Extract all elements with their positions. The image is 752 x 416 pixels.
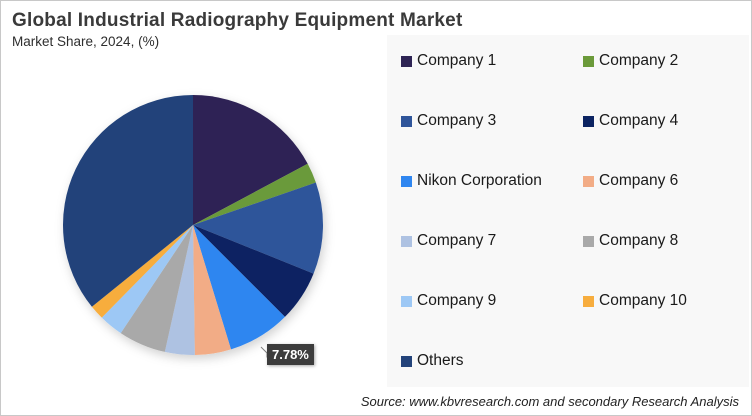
legend-label: Company 7	[417, 232, 497, 249]
legend-swatch	[401, 355, 412, 367]
legend-item-company-10: Company 10	[583, 292, 687, 310]
legend-label: Company 8	[599, 232, 679, 249]
pie-slice-company-1	[193, 95, 308, 225]
legend-label: Company 10	[599, 292, 687, 309]
legend-swatch	[401, 235, 412, 247]
legend-swatch	[401, 175, 412, 187]
chart-title: Global Industrial Radiography Equipment …	[12, 10, 463, 31]
nikon-data-label: 7.78%	[267, 344, 314, 365]
legend-label: Nikon Corporation	[417, 172, 542, 189]
pie-slice-company-3	[193, 182, 324, 274]
legend-label: Others	[417, 352, 464, 369]
pie-slice-company-2	[193, 163, 316, 225]
legend-label: Company 6	[599, 172, 679, 189]
legend-swatch	[583, 175, 594, 187]
pie-slice-company-8	[120, 225, 193, 352]
legend-item-company-3: Company 3	[401, 112, 496, 130]
legend-item-others: Others	[401, 352, 464, 370]
legend-swatch	[583, 295, 594, 307]
pie-slice-company-10	[91, 225, 193, 318]
legend: Company 1 Company 2 Company 3 Company 4 …	[387, 35, 749, 387]
legend-item-nikon: Nikon Corporation	[401, 172, 542, 190]
source-note: Source: www.kbvresearch.com and secondar…	[360, 394, 739, 409]
pie-chart	[57, 91, 332, 366]
pie-slice-others	[62, 95, 193, 307]
pie-slice-company-7	[164, 225, 195, 356]
legend-label: Company 9	[417, 292, 497, 309]
legend-item-company-4: Company 4	[583, 112, 678, 130]
pie-slice-company-9	[101, 225, 193, 334]
legend-item-company-7: Company 7	[401, 232, 496, 250]
legend-item-company-6: Company 6	[583, 172, 678, 190]
legend-swatch	[583, 115, 594, 127]
legend-swatch	[401, 115, 412, 127]
legend-label: Company 2	[599, 52, 679, 69]
legend-item-company-8: Company 8	[583, 232, 678, 250]
pie-slice-company-4	[193, 225, 314, 317]
pie-slice-company-6	[193, 225, 231, 355]
chart-subtitle: Market Share, 2024, (%)	[12, 34, 160, 49]
legend-label: Company 3	[417, 112, 497, 129]
legend-swatch	[583, 55, 594, 67]
legend-swatch	[401, 295, 412, 307]
pie-slice-nikon-corporation	[193, 225, 285, 350]
legend-label: Company 1	[417, 52, 497, 69]
legend-swatch	[583, 235, 594, 247]
legend-swatch	[401, 55, 412, 67]
legend-item-company-1: Company 1	[401, 52, 496, 70]
pie-svg	[62, 95, 324, 358]
legend-item-company-9: Company 9	[401, 292, 496, 310]
legend-label: Company 4	[599, 112, 679, 129]
legend-item-company-2: Company 2	[583, 52, 678, 70]
